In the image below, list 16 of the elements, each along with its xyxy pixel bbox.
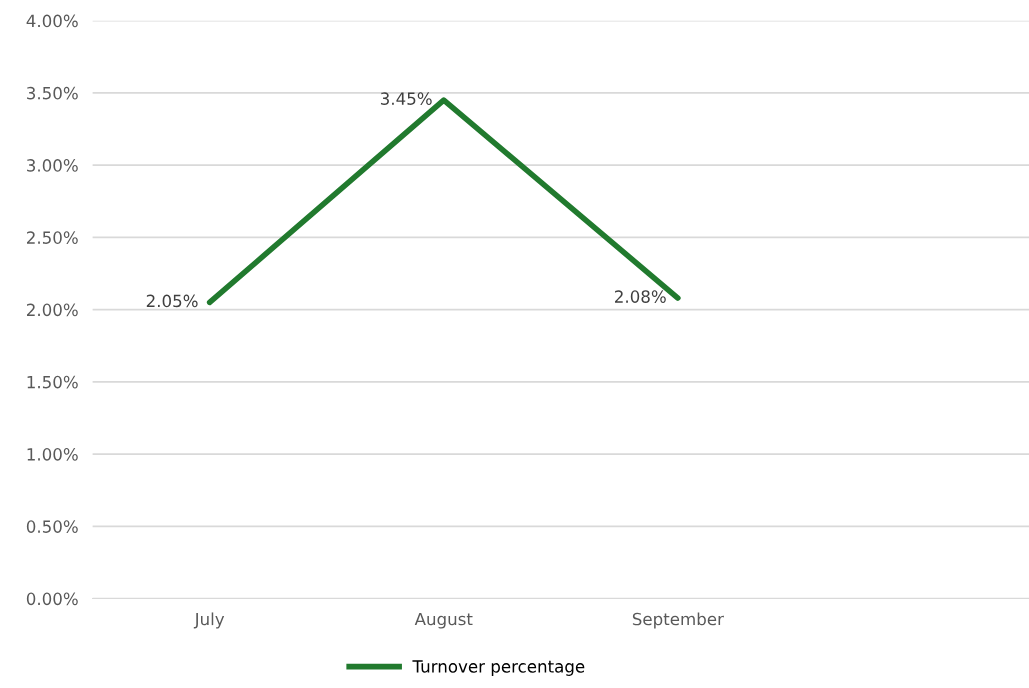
y-tick-label: 2.50% xyxy=(27,231,78,244)
data-label: 2.05% xyxy=(146,294,198,308)
x-tick-label: September xyxy=(632,612,724,629)
y-tick-label: 1.00% xyxy=(27,448,78,461)
data-label: 2.08% xyxy=(615,290,666,303)
legend-label: Turnover percentage xyxy=(412,660,585,676)
x-tick-label: August xyxy=(414,612,473,629)
x-tick-label: July xyxy=(193,612,225,629)
y-tick-label: 4.00% xyxy=(26,14,78,28)
y-tick-label: 3.50% xyxy=(27,86,78,100)
data-label: 3.45% xyxy=(380,92,432,105)
y-tick-label: 0.00% xyxy=(26,592,78,606)
y-tick-label: 3.00% xyxy=(27,159,78,172)
y-tick-label: 0.50% xyxy=(26,520,78,533)
y-tick-label: 1.50% xyxy=(27,375,78,389)
y-tick-label: 2.00% xyxy=(27,303,78,317)
